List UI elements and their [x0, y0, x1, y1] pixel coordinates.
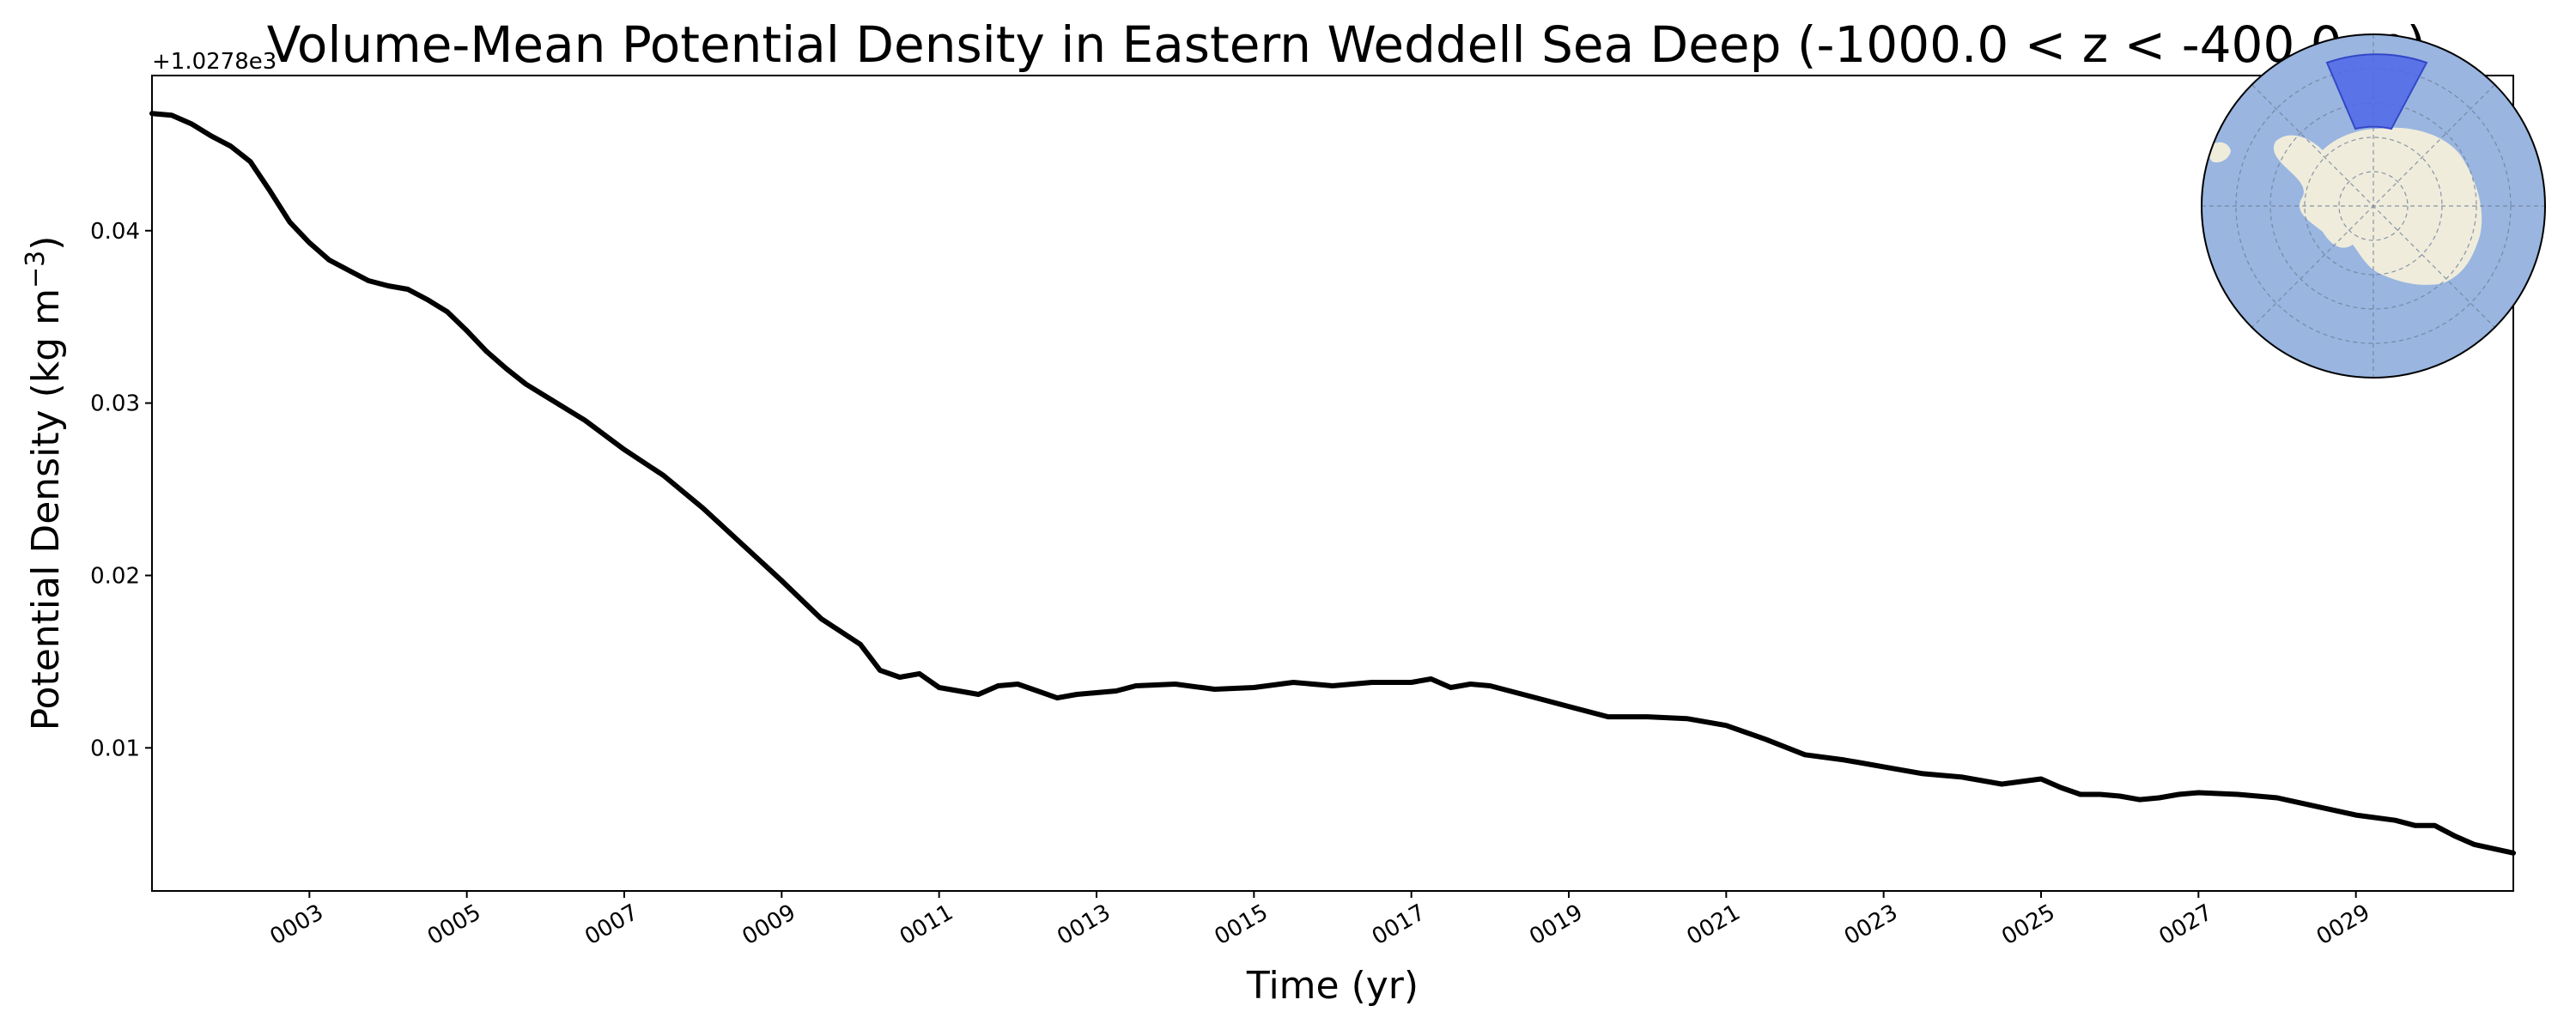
plot-frame [152, 76, 2513, 891]
y-offset-label: +1.0278e3 [152, 49, 276, 75]
x-tick-label: 0011 [896, 900, 957, 950]
x-tick-label: 0015 [1211, 900, 1273, 950]
tierra-del-fuego [2208, 142, 2231, 163]
y-axis-label-sup: −3 [21, 251, 51, 288]
x-axis-ticks: 0003 0005 0007 0009 0011 0013 0015 0017 0019 0021… [266, 891, 2374, 950]
plot-area: 0003 0005 0007 0009 0011 0013 0015 0017 0019 0021… [90, 75, 2516, 950]
y-axis-label-main: Potential Density (kg m [24, 288, 68, 730]
x-tick-label: 0027 [2155, 900, 2217, 950]
y-axis-label-close: ) [24, 236, 68, 251]
y-tick-label: 0.03 [90, 391, 140, 417]
y-tick-label: 0.02 [90, 563, 140, 589]
x-tick-label: 0021 [1683, 900, 1745, 950]
x-tick-label: 0029 [2312, 900, 2374, 950]
density-series-line [149, 111, 2516, 856]
x-tick-label: 0003 [266, 900, 328, 950]
x-tick-label: 0019 [1525, 900, 1587, 950]
x-tick-label: 0017 [1368, 900, 1430, 950]
x-tick-label: 0007 [580, 900, 642, 950]
y-axis-ticks: 0.01 0.02 0.03 0.04 [90, 219, 152, 761]
map-graticule [2202, 34, 2545, 378]
x-tick-label: 0005 [423, 900, 485, 950]
y-axis-label: Potential Density (kg m−3) [21, 236, 69, 731]
plot-border [151, 75, 2514, 892]
map-border [2201, 33, 2546, 379]
y-tick-label: 0.01 [90, 736, 140, 761]
eastern-weddell-region [2325, 53, 2428, 130]
x-tick-label: 0009 [738, 900, 800, 950]
antarctica-inset-map [2201, 33, 2546, 379]
x-tick-label: 0013 [1053, 900, 1115, 950]
x-tick-label: 0023 [1840, 900, 1902, 950]
y-tick-label: 0.04 [90, 219, 140, 245]
x-axis-label: Time (yr) [1246, 964, 1419, 1008]
chart-title: Volume-Mean Potential Density in Eastern… [267, 15, 2427, 74]
x-tick-label: 0025 [1997, 900, 2059, 950]
